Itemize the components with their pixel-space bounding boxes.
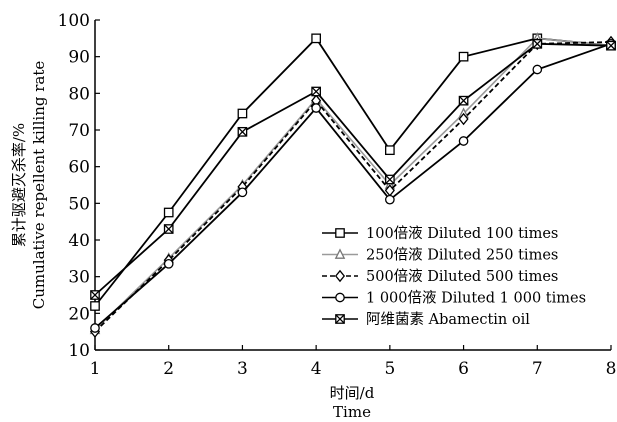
square-marker-shape — [90, 301, 100, 311]
y-tick-label: 70 — [68, 121, 90, 141]
legend-label: 500倍液 Diluted 500 times — [366, 268, 558, 285]
data-point — [90, 323, 100, 333]
xsquare-marker-cross — [606, 41, 616, 51]
data-point — [237, 108, 248, 119]
diamond-marker-shape — [334, 269, 346, 283]
legend-entry: 100倍液 Diluted 100 times — [322, 225, 558, 242]
legend-entry: 1 000倍液 Diluted 1 000 times — [322, 290, 586, 307]
square-marker-shape — [458, 51, 469, 62]
xsquare-marker-cross — [311, 86, 321, 97]
data-point — [458, 136, 469, 146]
data-point — [311, 103, 321, 113]
y-tick-label: 20 — [68, 304, 90, 324]
xsquare-marker-cross — [237, 127, 248, 137]
series-line — [94, 36, 612, 307]
xsquare-marker-cross — [532, 39, 542, 49]
legend-label: 阿维菌素 Abamectin oil — [366, 311, 530, 328]
y-tick-label: 50 — [68, 194, 90, 214]
legend-entry: 500倍液 Diluted 500 times — [322, 268, 558, 285]
data-point — [385, 174, 395, 185]
circle-marker-shape — [458, 136, 469, 146]
xsquare-marker-cross — [385, 174, 395, 185]
x-axis-title-cn: 时间/d — [330, 384, 375, 402]
data-point — [458, 51, 469, 62]
square-marker-shape — [385, 145, 395, 156]
legend: 100倍液 Diluted 100 times 250倍液 Diluted 250… — [322, 225, 586, 328]
y-tick-label: 80 — [68, 84, 90, 104]
y-axis-title-cn: 累计驱避灭杀率/% — [10, 123, 28, 247]
square-marker-shape — [335, 228, 345, 238]
y-tick-label: 60 — [68, 158, 90, 178]
series-4 — [90, 38, 616, 333]
data-point — [311, 86, 321, 97]
diamond-marker-shape — [458, 112, 469, 126]
data-point — [90, 301, 100, 311]
legend-label: 250倍液 Diluted 250 times — [366, 247, 558, 264]
legend-marker — [335, 228, 345, 238]
series-line — [94, 42, 612, 329]
series-2 — [89, 32, 617, 335]
xsquare-marker-cross — [164, 224, 174, 234]
x-axis-title-en: Time — [333, 403, 371, 421]
data-point — [237, 126, 248, 137]
square-marker-shape — [311, 33, 321, 44]
x-tick-label: 2 — [163, 359, 174, 379]
x-tick-label: 1 — [90, 359, 101, 379]
y-tick-label: 100 — [58, 11, 90, 31]
y-tick-label: 40 — [68, 231, 90, 251]
circle-marker-shape — [385, 194, 395, 205]
legend-marker — [334, 269, 346, 283]
series-line — [94, 41, 612, 333]
x-tick-label: 4 — [311, 359, 322, 379]
legend-entry: 阿维菌素 Abamectin oil — [322, 311, 530, 328]
data-point — [458, 112, 469, 126]
circle-marker-shape — [311, 103, 321, 113]
xsquare-marker-cross — [90, 290, 100, 300]
legend-marker — [334, 248, 346, 259]
x-tick-label: 5 — [384, 359, 395, 379]
circle-marker-shape — [237, 187, 248, 198]
x-tick-label: 8 — [606, 359, 617, 379]
x-tick-label: 3 — [237, 359, 248, 379]
series-5 — [90, 38, 616, 300]
data-point — [163, 207, 174, 218]
series-layer — [89, 32, 617, 338]
square-marker-shape — [163, 207, 174, 218]
series-line — [94, 42, 612, 296]
data-point — [90, 290, 100, 300]
data-point — [385, 145, 395, 156]
legend-label: 100倍液 Diluted 100 times — [366, 225, 558, 242]
data-point — [237, 187, 248, 198]
y-axis-title-en: Cumulative repellent killing rate — [30, 61, 48, 310]
legend-label: 1 000倍液 Diluted 1 000 times — [366, 290, 586, 307]
data-point — [532, 38, 543, 49]
circle-marker-shape — [90, 323, 100, 333]
x-tick-label: 7 — [532, 359, 543, 379]
circle-marker-shape — [335, 292, 345, 303]
square-marker-shape — [237, 108, 248, 119]
legend-entry: 250倍液 Diluted 250 times — [322, 247, 558, 264]
axes: 10 20 30 40 50 60 70 80 90 100 1 2 3 4 5 6 7 8 — [58, 11, 617, 379]
y-tick-label: 10 — [68, 341, 90, 361]
xsquare-marker-cross — [335, 314, 345, 324]
y-tick-label: 30 — [68, 268, 90, 288]
legend-marker — [335, 292, 345, 303]
data-point — [163, 224, 174, 234]
series-line — [94, 37, 612, 331]
x-tick-label: 6 — [458, 359, 469, 379]
xsquare-marker-cross — [458, 96, 469, 106]
legend-marker — [335, 314, 345, 324]
circle-marker-shape — [532, 64, 543, 75]
data-point — [458, 95, 469, 106]
circle-marker-shape — [163, 258, 174, 269]
triangle-marker-shape — [334, 248, 346, 259]
data-point — [532, 64, 543, 75]
data-point — [385, 194, 395, 205]
data-point — [163, 258, 174, 269]
data-point — [606, 40, 616, 51]
data-point — [311, 33, 321, 44]
y-tick-label: 90 — [68, 48, 90, 68]
